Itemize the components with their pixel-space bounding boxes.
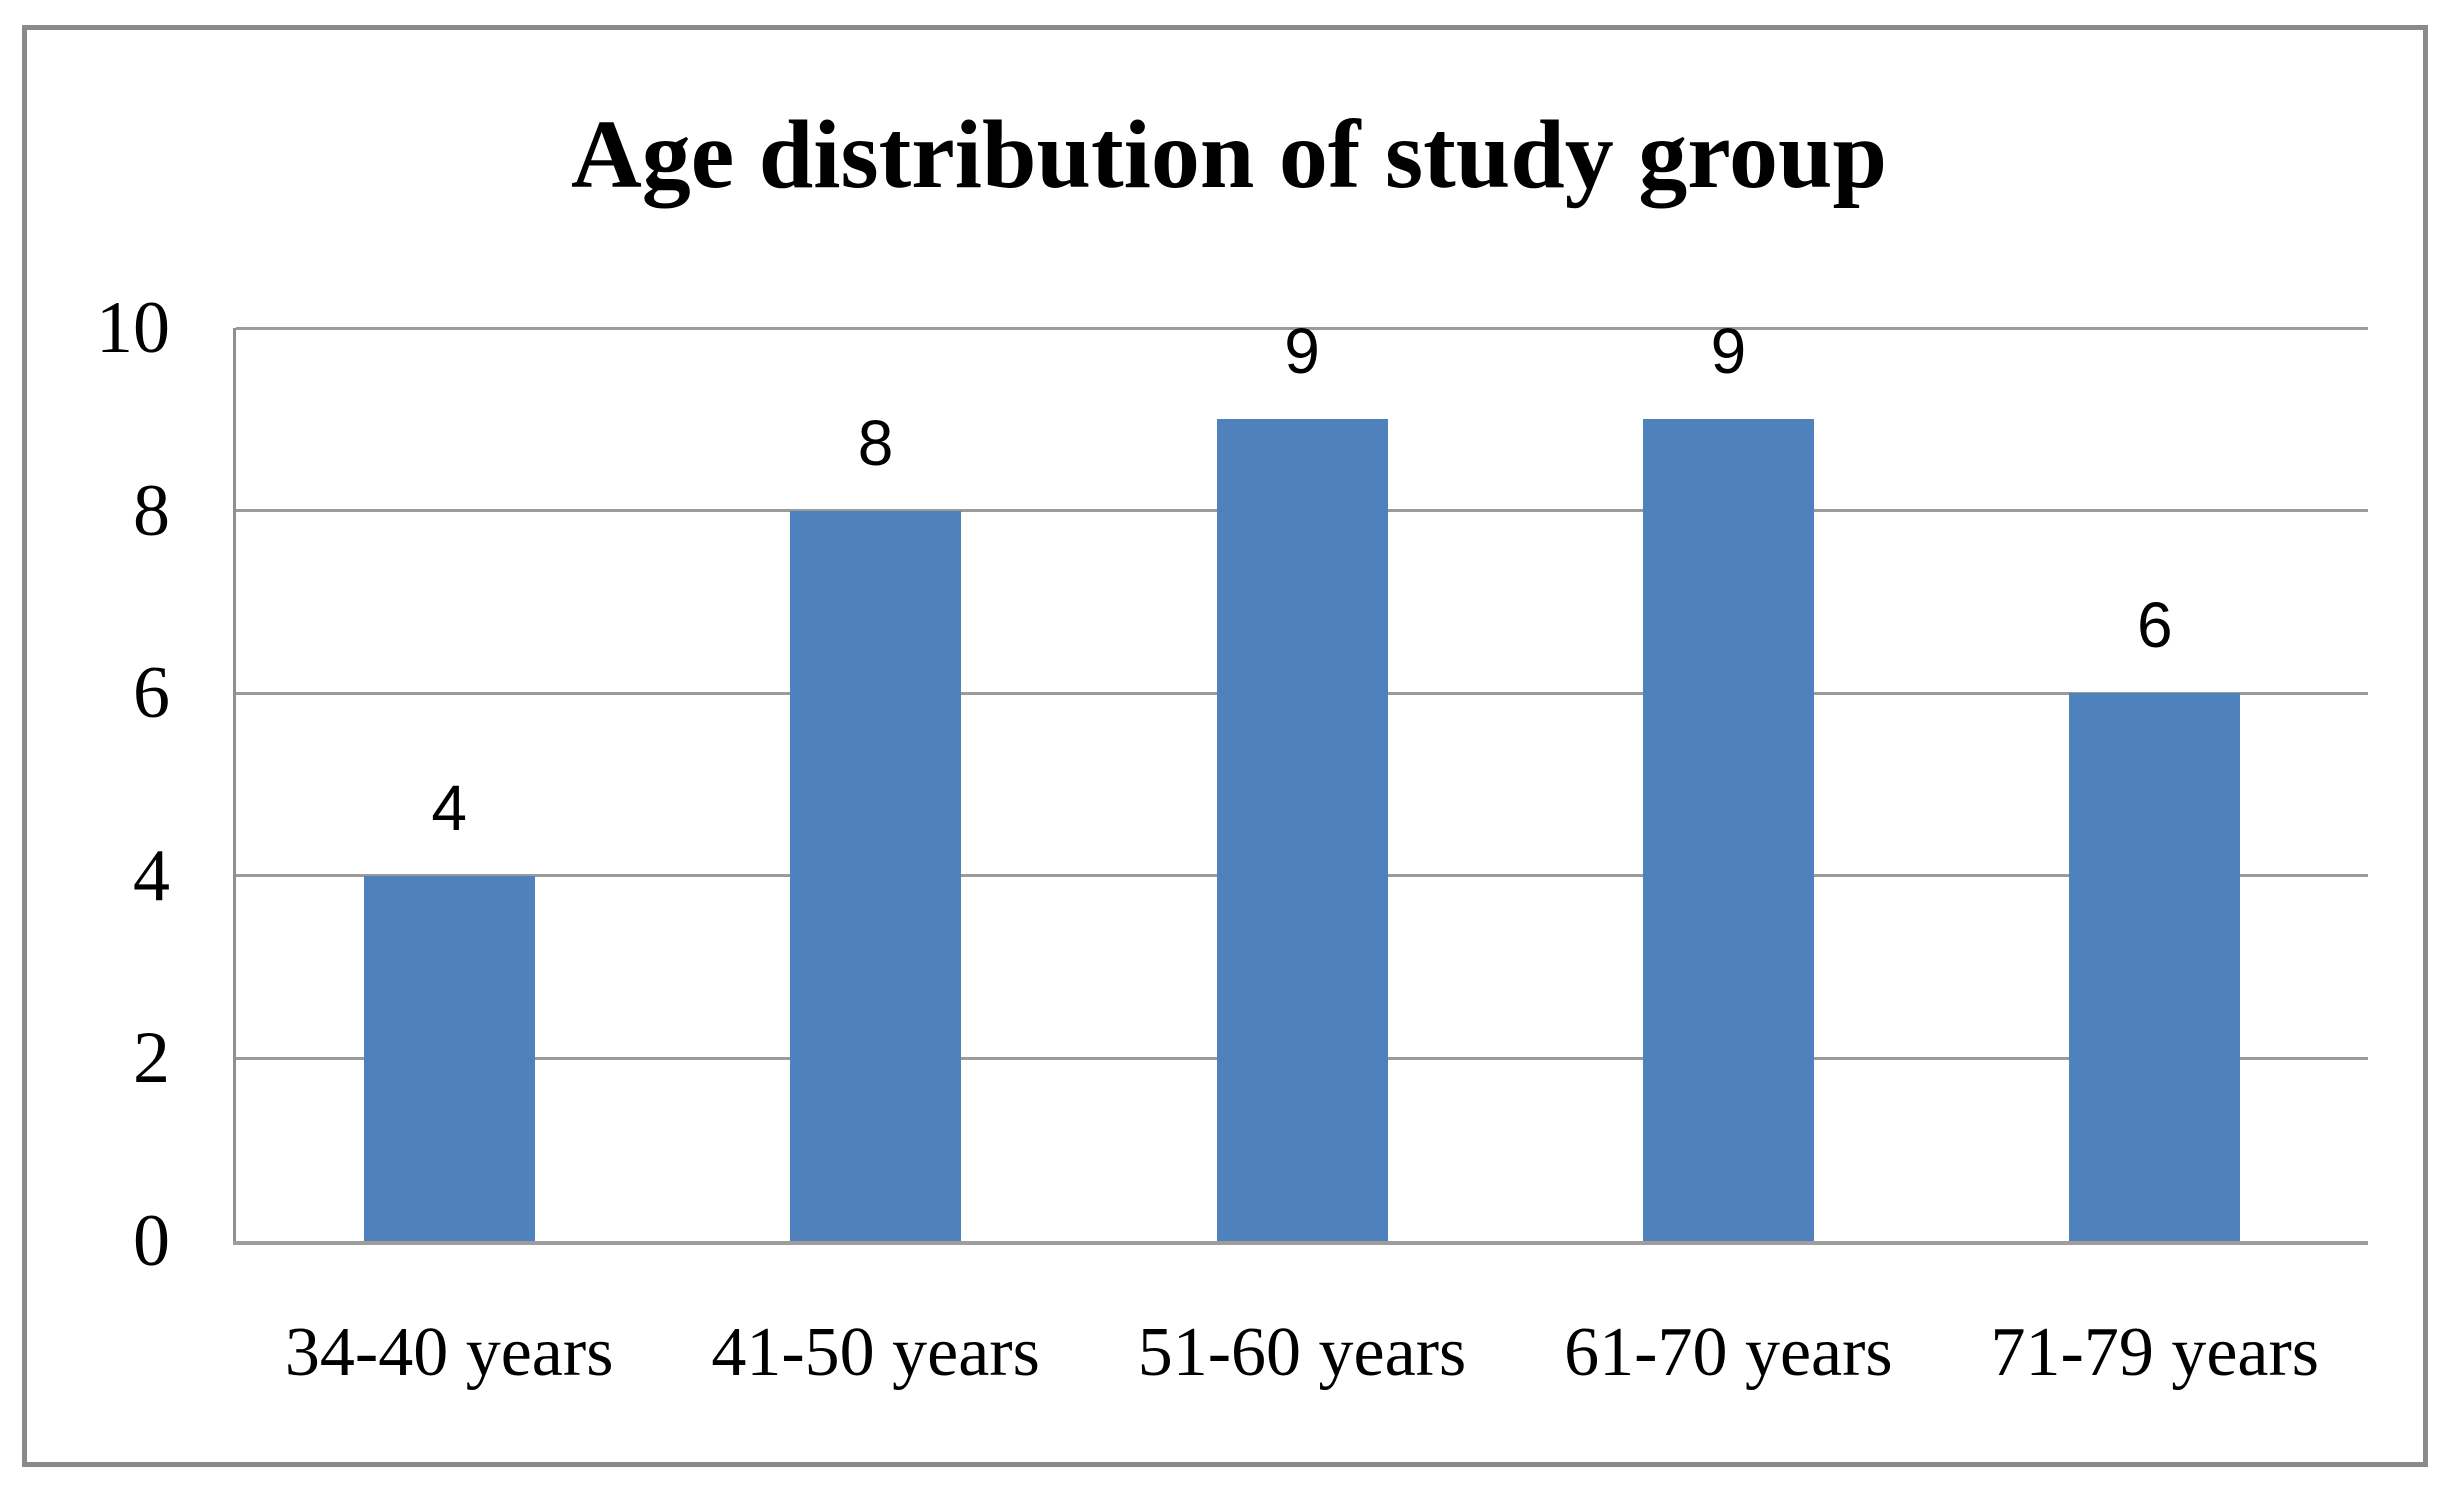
x-tick-label-71-79 years: 71-79 years bbox=[1990, 1314, 2320, 1391]
y-tick-label-0: 0 bbox=[133, 1200, 170, 1282]
data-label-71-79 years: 6 bbox=[2137, 589, 2173, 662]
x-tick-label-41-50 years: 41-50 years bbox=[711, 1314, 1040, 1391]
data-label-51-60 years: 9 bbox=[1284, 315, 1320, 388]
x-tick-label-51-60 years: 51-60 years bbox=[1137, 1314, 1467, 1391]
y-tick-label-4: 4 bbox=[133, 834, 170, 917]
gridline-y-10 bbox=[236, 326, 2368, 330]
bar-61-70 years bbox=[1642, 419, 1814, 1241]
bar-34-40 years bbox=[363, 875, 535, 1241]
bar-71-79 years bbox=[2069, 693, 2241, 1241]
bar-41-50 years bbox=[790, 510, 962, 1241]
chart-title: Age distribution of study group bbox=[570, 101, 1887, 209]
y-tick-label-6: 6 bbox=[133, 652, 170, 735]
y-tick-label-10: 10 bbox=[96, 287, 170, 369]
y-axis-line bbox=[233, 328, 236, 1245]
bar-51-60 years bbox=[1216, 419, 1388, 1241]
x-tick-label-61-70 years: 61-70 years bbox=[1564, 1314, 1893, 1391]
y-tick-label-8: 8 bbox=[133, 469, 170, 552]
data-label-61-70 years: 9 bbox=[1710, 315, 1747, 388]
x-axis-line bbox=[233, 1241, 2368, 1245]
data-label-41-50 years: 8 bbox=[857, 406, 894, 479]
x-tick-label-34-40 years: 34-40 years bbox=[284, 1314, 614, 1391]
data-label-34-40 years: 4 bbox=[431, 771, 467, 844]
y-tick-label-2: 2 bbox=[133, 1017, 170, 1100]
